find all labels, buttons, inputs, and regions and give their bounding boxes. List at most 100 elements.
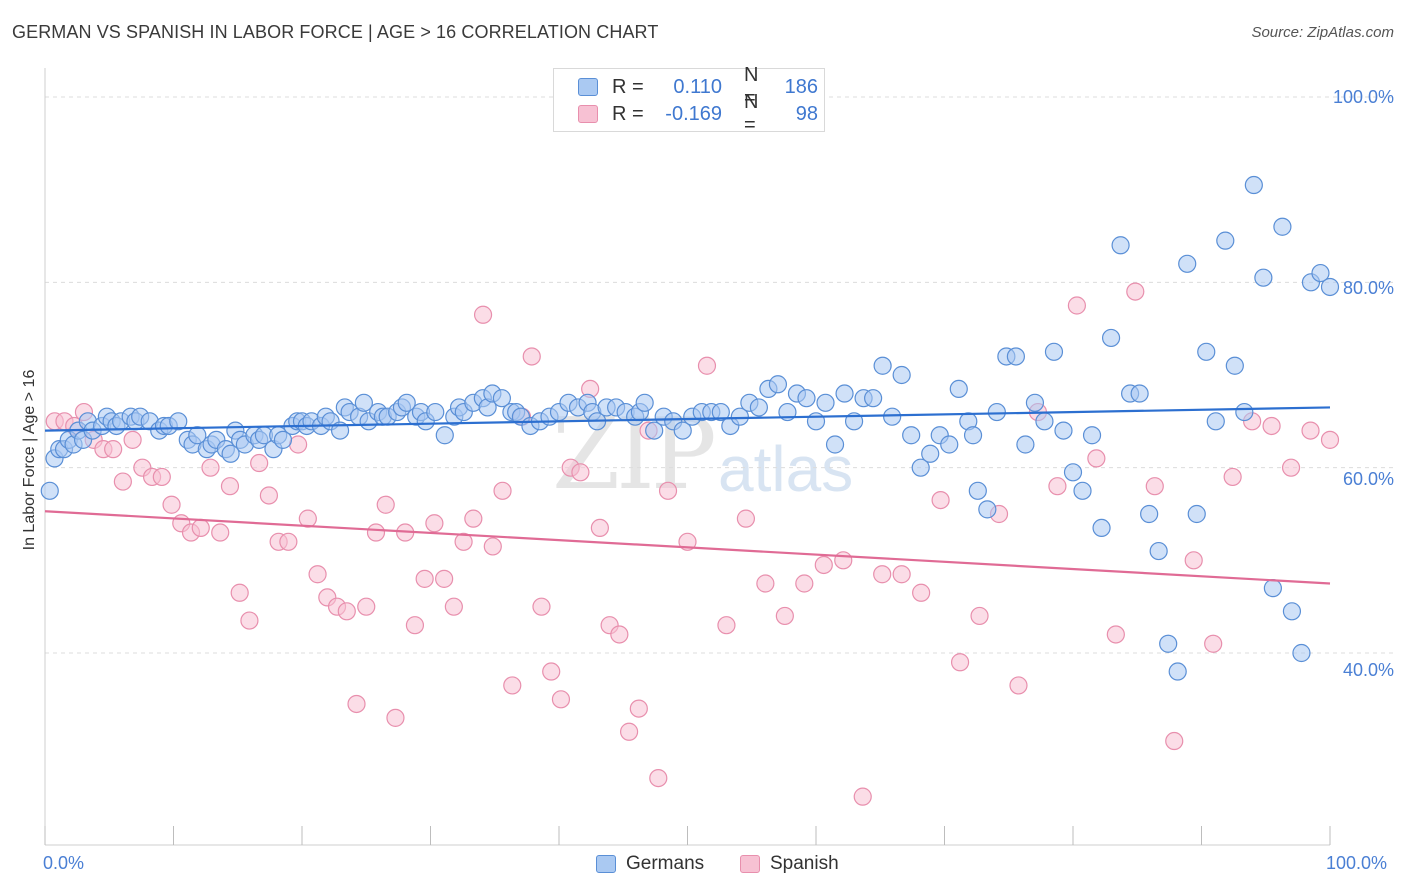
german-point (730, 407, 749, 426)
german-point (1197, 342, 1216, 361)
spanish-point (522, 347, 541, 366)
spanish-point (1067, 296, 1086, 315)
spanish-point (386, 708, 405, 727)
n-value: 98 (795, 102, 818, 125)
spanish-point (853, 787, 872, 806)
spanish-point (814, 555, 833, 575)
legend-row-germans: R = 0.110 N = 186 (578, 64, 818, 109)
spanish-point (590, 518, 609, 538)
spanish-point (298, 509, 317, 528)
spanish-point (551, 690, 571, 709)
german-point (978, 500, 997, 519)
german-point (1216, 231, 1235, 250)
spanish-point (1262, 416, 1281, 436)
spanish-point (123, 430, 142, 449)
german-point (435, 426, 454, 445)
spanish-point (1320, 430, 1340, 449)
german-point (1263, 579, 1282, 598)
y-tick-label-100: 100.0% (1332, 87, 1394, 107)
y-tick-label-60: 60.0% (1342, 469, 1394, 489)
german-point (711, 402, 730, 422)
german-point (169, 412, 188, 431)
spanish-point (756, 574, 775, 593)
spanish-point (970, 606, 989, 626)
german-point (273, 430, 293, 449)
spanish-point (483, 537, 502, 556)
legend-label-germans: Germans (626, 853, 705, 874)
german-point (1244, 175, 1263, 195)
spanish-point (240, 611, 259, 630)
spanish-point (542, 662, 561, 681)
spanish-point (1126, 282, 1145, 301)
spanish-point (454, 532, 473, 551)
spanish-point (337, 602, 356, 621)
spanish-point (1048, 477, 1067, 496)
legend-item-spanish[interactable]: Spanish (740, 851, 839, 877)
x-tick-label-min: 0.0% (43, 853, 85, 873)
spanish-point (649, 768, 668, 788)
german-point (1149, 541, 1168, 561)
german-point (1063, 463, 1083, 482)
spanish-point (493, 481, 512, 500)
y-tick-label-80: 80.0% (1342, 278, 1394, 298)
spanish-point (1301, 421, 1320, 440)
legend-item-germans[interactable]: Germans (596, 851, 704, 877)
german-point (1140, 504, 1159, 524)
r-value: 0.110 (673, 75, 722, 98)
spanish-point (503, 676, 522, 695)
german-point (963, 426, 983, 445)
spanish-point (279, 532, 298, 551)
spanish-point (775, 606, 794, 626)
spanish-point (736, 509, 756, 528)
german-point (1320, 277, 1340, 297)
german-point (768, 375, 788, 394)
german-point (1025, 393, 1045, 412)
german-point (1035, 412, 1054, 431)
n-value: 186 (784, 75, 818, 98)
german-point (797, 389, 816, 408)
spanish-point (1087, 449, 1106, 468)
german-point (1092, 518, 1111, 538)
german-point (1082, 426, 1102, 445)
german-point (1054, 421, 1073, 440)
spanish-point (104, 440, 123, 459)
spanish-point (892, 565, 911, 584)
spanish-point (1223, 467, 1242, 487)
spanish-point (191, 518, 210, 538)
spanish-point (1009, 676, 1028, 695)
spanish-point (259, 486, 279, 505)
spanish-point (162, 495, 181, 514)
german-point (397, 393, 416, 412)
spanish-point (834, 551, 853, 570)
spanish-point (152, 467, 171, 487)
spanish-point (357, 597, 376, 616)
spanish-point (415, 569, 434, 588)
spanish-point (230, 583, 249, 602)
r-label: R = (612, 75, 644, 98)
spanish-point (717, 616, 736, 635)
german-point (816, 393, 835, 412)
spanish-point (425, 514, 444, 533)
german-point (1130, 384, 1149, 403)
german-point (873, 356, 892, 375)
spanish-point (201, 458, 220, 477)
source-label: Source: ZipAtlas.com (1251, 24, 1394, 41)
spanish-point (873, 565, 892, 584)
german-point (1073, 481, 1092, 500)
german-point (645, 421, 664, 440)
german-point (673, 421, 692, 440)
german-legend-swatch (596, 855, 616, 873)
spanish-point (1204, 634, 1223, 653)
german-point (902, 426, 921, 445)
stats-legend: R = 0.110 N = 186 R = -0.169 N = 98 (553, 64, 825, 136)
spanish-point (366, 523, 386, 542)
spanish-point (1184, 551, 1203, 570)
german-point (911, 458, 930, 477)
german-point (1159, 634, 1178, 653)
chart-title: GERMAN VS SPANISH IN LABOR FORCE | AGE >… (12, 22, 659, 42)
german-point (492, 389, 511, 408)
german-point (1006, 347, 1025, 366)
german-trend-line (44, 406, 1331, 432)
r-label: R = (612, 102, 644, 125)
german-point (864, 389, 883, 408)
